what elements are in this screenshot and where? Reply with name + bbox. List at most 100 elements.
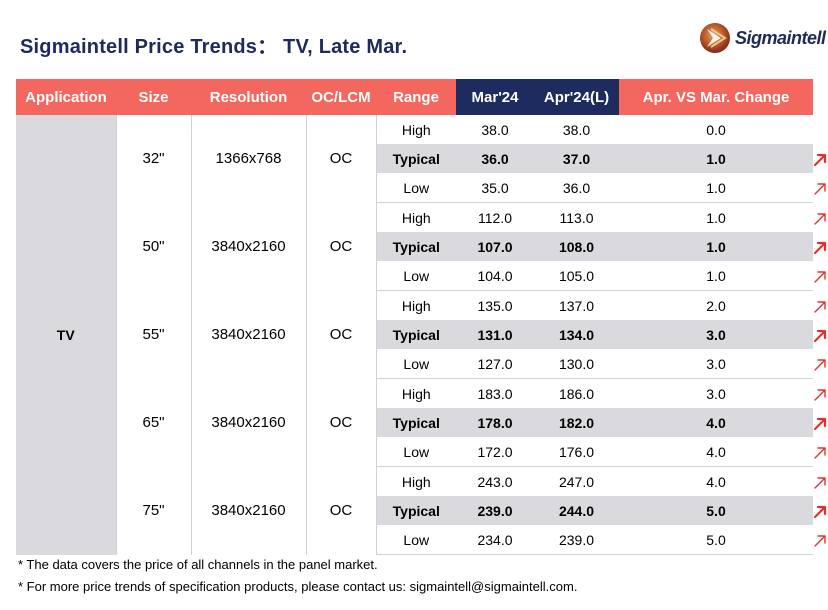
arrow-up-right-icon bbox=[813, 153, 827, 166]
apr24-cell: 113.0 bbox=[559, 209, 594, 226]
change-value-cell: 4.0 bbox=[706, 473, 726, 490]
range-cell: Typical bbox=[376, 496, 456, 525]
apr24-cell: 176.0 bbox=[534, 437, 619, 467]
arrow-up-right-icon bbox=[814, 182, 826, 195]
resolution-cell: 3840x2160 bbox=[191, 202, 307, 291]
change-value-cell: 1.0 bbox=[619, 261, 813, 291]
size-cell: 55" bbox=[115, 290, 192, 379]
mar24-cell: 178.0 bbox=[456, 408, 534, 437]
table-row: Typical 239.0 244.0 5.0 bbox=[16, 496, 827, 525]
mar24-cell: 104.0 bbox=[456, 261, 534, 291]
oc-lcm-cell: OC bbox=[306, 466, 377, 555]
range-cell: High bbox=[401, 385, 431, 402]
arrow-up-right-icon bbox=[813, 329, 827, 342]
logo-text: Sigmaintell bbox=[735, 28, 826, 48]
arrow-up-right-icon bbox=[813, 505, 827, 518]
table-row: 65" 3840x2160 OC High 183.0 186.0 3.0 bbox=[16, 378, 826, 467]
range-cell: Typical bbox=[376, 320, 456, 349]
size-cell: 65" bbox=[115, 378, 192, 467]
mar24-cell: 172.0 bbox=[456, 437, 534, 467]
mar24-cell: 234.0 bbox=[456, 525, 534, 555]
arrow-up-right-icon bbox=[814, 534, 826, 547]
mar24-cell: 112.0 bbox=[478, 209, 512, 226]
range-cell: Typical bbox=[376, 408, 456, 437]
table-row: Low 172.0 176.0 4.0 bbox=[16, 437, 826, 467]
change-value-cell: 5.0 bbox=[619, 525, 813, 555]
range-cell: Low bbox=[376, 261, 456, 291]
table-row: Low 234.0 239.0 5.0 bbox=[16, 525, 826, 555]
size-cell: 50" bbox=[115, 202, 192, 291]
table-row: Low 35.0 36.0 1.0 bbox=[16, 173, 826, 203]
apr24-cell: 247.0 bbox=[558, 473, 595, 490]
apr24-cell: 36.0 bbox=[534, 173, 619, 203]
table-row: 75" 3840x2160 OC High 243.0 247.0 4.0 bbox=[16, 466, 826, 555]
mar24-cell: 36.0 bbox=[456, 144, 534, 173]
sigmaintell-logo: Sigmaintell bbox=[697, 18, 826, 58]
mar24-cell: 38.0 bbox=[481, 121, 509, 138]
range-cell: High bbox=[401, 297, 431, 314]
table-row: Typical 107.0 108.0 1.0 bbox=[16, 232, 827, 261]
table-row: Typical 131.0 134.0 3.0 bbox=[16, 320, 827, 349]
change-value-cell: 3.0 bbox=[619, 349, 813, 379]
table-body: TV 32" 1366x768 OC High 38.0 38.0 0.0 Typical 36.… bbox=[16, 115, 827, 555]
header-oc-lcm: OC/LCM bbox=[306, 79, 376, 115]
apr24-cell: 38.0 bbox=[562, 121, 591, 138]
range-cell: Low bbox=[376, 173, 456, 203]
arrow-up-right-icon bbox=[814, 300, 826, 313]
header-apr24: Apr'24(L) bbox=[534, 79, 619, 115]
range-cell: Low bbox=[376, 525, 456, 555]
apr24-cell: 108.0 bbox=[534, 232, 619, 261]
mar24-cell: 243.0 bbox=[477, 473, 513, 490]
resolution-cell: 3840x2160 bbox=[191, 466, 307, 555]
mar24-cell: 183.0 bbox=[477, 385, 513, 402]
arrow-up-right-icon bbox=[814, 388, 826, 401]
table-row: 55" 3840x2160 OC High 135.0 137.0 2.0 bbox=[16, 290, 826, 379]
apr24-cell: 239.0 bbox=[534, 525, 619, 555]
mar24-cell: 239.0 bbox=[456, 496, 534, 525]
oc-lcm-cell: OC bbox=[306, 378, 377, 467]
change-value-cell: 2.0 bbox=[706, 297, 726, 314]
arrow-up-right-icon bbox=[813, 417, 827, 430]
change-value-cell: 5.0 bbox=[619, 496, 813, 525]
table-row: Low 127.0 130.0 3.0 bbox=[16, 349, 826, 379]
price-table: Application Size Resolution OC/LCM Range… bbox=[16, 79, 827, 555]
application-cell: TV bbox=[16, 115, 116, 555]
apr24-cell: 134.0 bbox=[534, 320, 619, 349]
table-row: Typical 178.0 182.0 4.0 bbox=[16, 408, 827, 437]
mar24-cell: 107.0 bbox=[456, 232, 534, 261]
resolution-cell: 3840x2160 bbox=[191, 378, 307, 467]
footnote-2: * For more price trends of specification… bbox=[18, 579, 578, 594]
change-value-cell: 1.0 bbox=[706, 209, 726, 226]
range-cell: High bbox=[401, 209, 431, 226]
header-resolution: Resolution bbox=[191, 79, 306, 115]
arrow-up-right-icon bbox=[814, 212, 826, 225]
size-cell: 32" bbox=[115, 115, 192, 203]
header-mar24: Mar'24 bbox=[456, 79, 534, 115]
apr24-cell: 186.0 bbox=[558, 385, 595, 402]
mar24-cell: 135.0 bbox=[477, 297, 513, 314]
header-range: Range bbox=[376, 79, 456, 115]
range-cell: Low bbox=[376, 349, 456, 379]
change-value-cell: 3.0 bbox=[619, 320, 813, 349]
change-value-cell: 1.0 bbox=[619, 173, 813, 203]
resolution-cell: 3840x2160 bbox=[191, 290, 307, 379]
table-header-row: Application Size Resolution OC/LCM Range… bbox=[16, 79, 813, 115]
apr24-cell: 130.0 bbox=[534, 349, 619, 379]
oc-lcm-cell: OC bbox=[306, 290, 377, 379]
range-cell: High bbox=[401, 121, 431, 138]
page-title: Sigmaintell Price Trends： TV, Late Mar. bbox=[20, 36, 408, 58]
range-cell: High bbox=[401, 473, 431, 490]
range-cell: Typical bbox=[376, 144, 456, 173]
change-value-cell: 4.0 bbox=[619, 437, 813, 467]
apr24-cell: 182.0 bbox=[534, 408, 619, 437]
logo-mark-icon bbox=[700, 23, 730, 53]
header-change: Apr. VS Mar. Change bbox=[619, 79, 813, 115]
footnote-1: * The data covers the price of all chann… bbox=[18, 557, 378, 572]
table-row: Low 104.0 105.0 1.0 bbox=[16, 261, 826, 291]
apr24-cell: 105.0 bbox=[534, 261, 619, 291]
size-cell: 75" bbox=[115, 466, 192, 555]
oc-lcm-cell: OC bbox=[306, 202, 377, 291]
mar24-cell: 35.0 bbox=[456, 173, 534, 203]
table-row: Typical 36.0 37.0 1.0 bbox=[16, 144, 827, 173]
arrow-up-right-icon bbox=[814, 476, 826, 489]
